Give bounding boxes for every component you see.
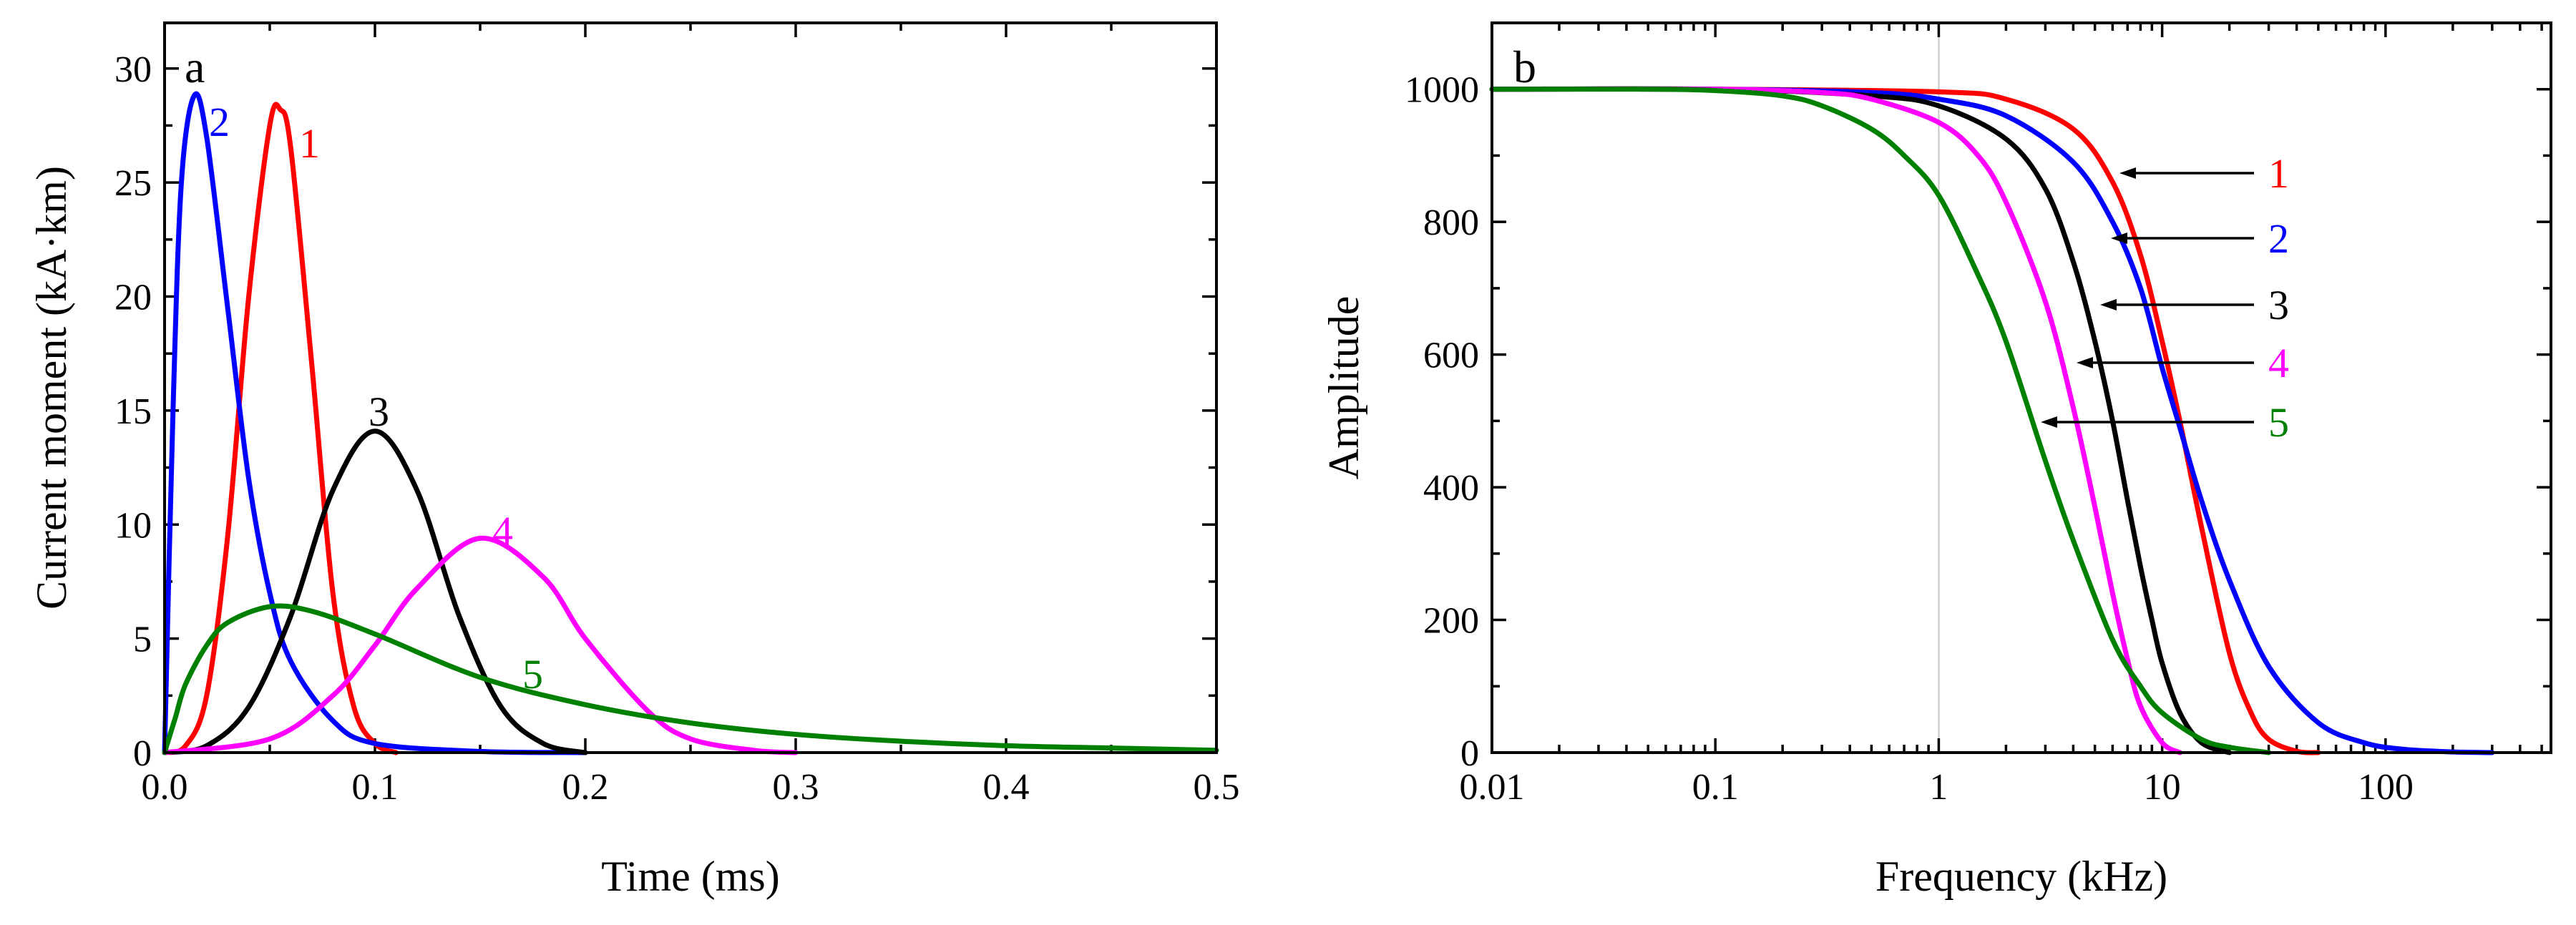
b-ytick-label: 1000 <box>1405 70 1479 111</box>
b-series-4-line <box>1489 86 2182 755</box>
b-ytick-label: 800 <box>1423 202 1479 243</box>
a-ytick-label: 25 <box>114 163 152 204</box>
b-xtick-label: 100 <box>2358 767 2414 808</box>
arrowhead-5 <box>2041 416 2057 428</box>
panel-b-label: b <box>1513 41 1536 92</box>
panel-a-curve-label-4: 4 <box>492 508 513 554</box>
panel-b-curve-label-1: 1 <box>2268 150 2289 197</box>
a-xtick-label: 0.0 <box>142 767 188 808</box>
panel-a-y-axis-label: Current moment (kA·km) <box>28 166 75 610</box>
panel-a-curves <box>162 91 1219 755</box>
a-xtick-label: 0.1 <box>352 767 399 808</box>
b-series-5-line <box>1489 87 2272 755</box>
a-series-5-line <box>162 603 1219 755</box>
a-xtick-label: 0.4 <box>983 767 1030 808</box>
a-ytick-label: 0 <box>133 733 152 774</box>
a-series-2-line <box>162 91 588 755</box>
a-xtick-label: 0.3 <box>773 767 819 808</box>
b-xtick-label: 10 <box>2144 767 2181 808</box>
panel-a-curve-label-5: 5 <box>522 651 543 698</box>
panel-b-arrows <box>2041 167 2254 428</box>
panel-b-y-axis-label: Amplitude <box>1320 296 1367 480</box>
arrowhead-4 <box>2077 357 2093 368</box>
a-ytick-label: 5 <box>133 620 152 660</box>
panel-b-curve-label-2: 2 <box>2268 215 2289 262</box>
b-xtick-label: 0.1 <box>1692 767 1739 808</box>
panel-b-curves <box>1489 86 2495 755</box>
b-series-2-line <box>1489 86 2495 755</box>
b-ytick-label: 200 <box>1423 601 1479 642</box>
a-series-3-line <box>162 429 588 755</box>
panel-b-x-axis-label: Frequency (kHz) <box>1875 853 2167 900</box>
a-xtick-label: 0.5 <box>1194 767 1240 808</box>
panel-b-frame <box>1491 21 2552 754</box>
a-xtick-label: 0.2 <box>562 767 609 808</box>
b-xtick-label: 1 <box>1929 767 1948 808</box>
panel-a-x-axis-label: Time (ms) <box>601 853 780 900</box>
a-ytick-label: 20 <box>114 278 152 318</box>
b-xtick-label: 0.01 <box>1460 767 1525 808</box>
panel-a-curve-label-1: 1 <box>299 120 320 167</box>
a-ytick-label: 15 <box>114 391 152 432</box>
a-ytick-label: 10 <box>114 505 152 546</box>
b-ytick-label: 600 <box>1423 336 1479 376</box>
panel-a-label: a <box>185 41 205 92</box>
panel-a-curve-label-2: 2 <box>209 99 230 145</box>
panel-a-curve-label-3: 3 <box>369 388 389 435</box>
a-series-4-line <box>162 535 799 755</box>
b-ytick-label: 0 <box>1460 733 1479 774</box>
arrowhead-3 <box>2100 299 2117 310</box>
arrowhead-2 <box>2111 233 2127 244</box>
a-ytick-label: 30 <box>114 49 152 90</box>
panel-a-frame <box>163 21 1218 754</box>
arrowhead-1 <box>2119 167 2136 179</box>
panel-b-curve-label-4: 4 <box>2268 340 2289 386</box>
panel-b-curve-label-5: 5 <box>2268 399 2289 446</box>
b-ytick-label: 400 <box>1423 468 1479 509</box>
panel-b-curve-label-3: 3 <box>2268 282 2289 328</box>
